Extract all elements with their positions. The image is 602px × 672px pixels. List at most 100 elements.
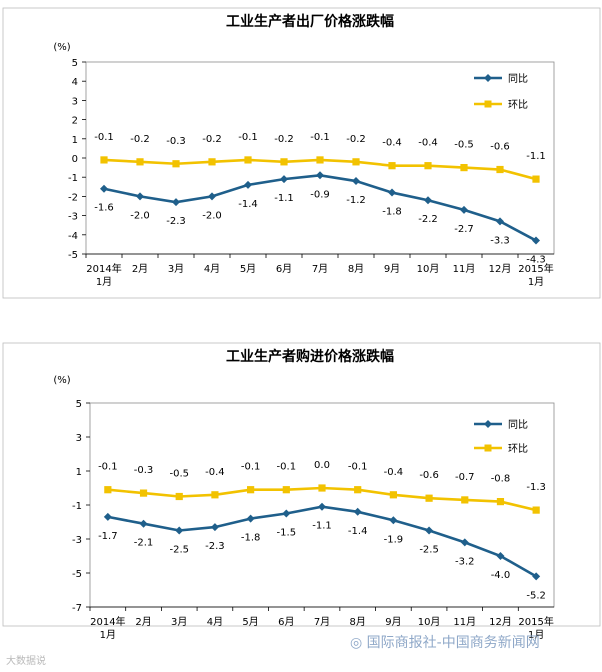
data-point [316, 171, 324, 180]
data-point [389, 491, 397, 499]
data-label: -1.1 [526, 151, 546, 162]
data-point [175, 526, 184, 535]
data-point [496, 498, 505, 506]
data-point [244, 156, 252, 164]
data-point [104, 486, 112, 494]
x-tick-label: 2014年 1月 [90, 615, 125, 641]
chart-border [2, 7, 601, 299]
x-tick-label-line: 1月 [96, 276, 112, 288]
y-tick-label: -1 [68, 173, 78, 184]
data-label: -1.1 [274, 193, 294, 204]
x-tick-label: 6月 [278, 616, 294, 628]
data-label: -2.0 [202, 210, 222, 221]
data-point [175, 492, 183, 501]
data-label: -0.6 [419, 470, 439, 481]
x-tick-label-line: 11月 [453, 263, 476, 275]
y-tick-label: -2 [68, 192, 78, 203]
data-label: -1.6 [94, 203, 114, 214]
x-tick-label-line: 10月 [418, 616, 441, 628]
data-point [172, 198, 180, 207]
data-point [318, 502, 326, 511]
data-label: -1.4 [348, 526, 368, 537]
data-label: -0.9 [310, 189, 330, 200]
data-point [389, 516, 398, 525]
x-tick-label: 10月 [418, 616, 441, 628]
x-tick-label-line: 7月 [314, 616, 330, 628]
data-label: -0.2 [130, 134, 150, 145]
x-tick-label: 2015年 1月 [518, 262, 553, 288]
y-tick-label: 4 [72, 77, 78, 88]
data-label: -1.9 [384, 534, 404, 545]
data-label: -0.2 [274, 134, 294, 145]
x-tick-label: 12月 [489, 263, 512, 275]
data-label: -0.1 [241, 462, 261, 473]
y-tick-label: 1 [72, 135, 78, 146]
data-point [172, 160, 180, 168]
data-label: -0.1 [348, 462, 368, 473]
x-tick-label: 2月 [132, 263, 148, 275]
data-label: -1.3 [526, 482, 546, 493]
x-tick-label-line: 9月 [385, 616, 401, 628]
data-label: -0.4 [205, 467, 225, 478]
x-tick-label-line: 6月 [276, 263, 292, 275]
legend-marker [484, 444, 492, 452]
x-tick-label-line: 11月 [453, 616, 476, 628]
legend-label: 环比 [508, 99, 528, 111]
footer-watermark: ◎ 国际商报社-中国商务新闻网 [350, 632, 540, 652]
data-point [461, 496, 469, 504]
y-tick-label: -1 [72, 501, 82, 512]
data-point [532, 175, 540, 183]
data-point [532, 506, 540, 514]
data-point [460, 205, 468, 214]
x-tick-label: 2月 [135, 616, 151, 628]
x-tick-label-line: 8月 [350, 616, 366, 628]
data-label: -0.1 [98, 462, 118, 473]
data-label: -0.2 [202, 134, 222, 145]
data-label: -2.5 [419, 545, 439, 556]
x-tick-label-line: 2015年 [518, 262, 553, 275]
x-tick-label-line: 12月 [489, 263, 512, 275]
data-point [354, 486, 362, 494]
data-label: -0.2 [346, 134, 366, 145]
y-tick-label: -3 [68, 212, 78, 223]
data-point [139, 489, 148, 497]
x-tick-label: 2014年 1月 [86, 262, 121, 288]
data-point [136, 192, 144, 201]
x-tick-label-line: 2月 [135, 616, 151, 628]
data-label: -1.7 [98, 531, 118, 542]
data-point [316, 156, 324, 164]
x-tick-label-line: 2014年 [86, 262, 121, 275]
data-point [388, 188, 396, 197]
data-label: -2.7 [454, 224, 474, 235]
data-label: -2.2 [418, 214, 438, 225]
x-tick-label-line: 1月 [100, 629, 116, 641]
x-tick-label-line: 2015年 [518, 615, 553, 628]
y-tick-label: 5 [76, 399, 82, 410]
data-label: -1.2 [346, 195, 366, 206]
data-label: -0.1 [277, 462, 297, 473]
data-label: -0.8 [491, 474, 511, 485]
data-point [532, 236, 540, 245]
data-point [352, 177, 360, 186]
data-point [532, 572, 541, 581]
x-tick-label: 12月 [489, 616, 512, 628]
y-tick-label: 5 [72, 58, 78, 69]
x-tick-label-line: 9月 [384, 263, 400, 275]
data-point [100, 184, 108, 193]
data-label: -4.0 [491, 570, 511, 581]
data-point [352, 158, 360, 166]
data-label: -2.3 [166, 216, 186, 227]
data-label: -1.8 [382, 207, 402, 218]
data-point [282, 509, 291, 518]
x-tick-label-line: 2月 [132, 263, 148, 275]
y-tick-label: -5 [68, 250, 78, 261]
watermark-icon: ◎ [350, 635, 367, 651]
data-label: -1.1 [312, 521, 332, 532]
data-label: -5.2 [526, 590, 546, 601]
data-point [496, 165, 504, 174]
data-point [244, 180, 252, 189]
data-point [318, 484, 326, 492]
x-tick-label: 7月 [314, 616, 330, 628]
